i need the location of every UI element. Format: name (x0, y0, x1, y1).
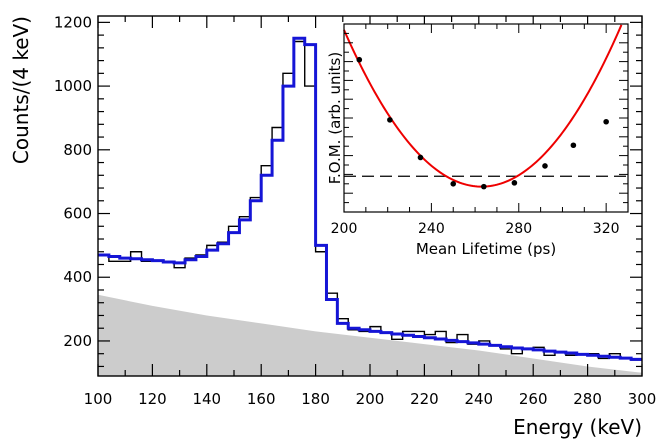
y-tick-label: 200 (63, 332, 92, 350)
main-series-layer (98, 36, 642, 361)
y-tick-label: 800 (63, 141, 92, 159)
x-tick-label: 280 (573, 390, 602, 408)
inset-x-tick-label: 280 (505, 221, 532, 237)
inset-x-tick-label: 320 (593, 221, 620, 237)
fom-data-point (511, 180, 518, 186)
inset-x-tick-label: 240 (418, 221, 445, 237)
main-y-ticks: 200 400 600 800 1000 1200 (54, 13, 642, 368)
x-tick-label: 100 (84, 390, 113, 408)
x-tick-label: 160 (247, 390, 276, 408)
inset-series-layer (343, 24, 628, 190)
x-axis-title: Energy (keV) (513, 415, 642, 439)
x-tick-label: 140 (192, 390, 221, 408)
inset-x-tick-label: 200 (331, 221, 358, 237)
background-fill-layer (98, 294, 642, 376)
fit-curve-blue (98, 36, 642, 361)
inset-chart: 200 240 280 320 Mean Lifetime (ps) F.O.M. (… (326, 23, 629, 258)
y-tick-label: 400 (63, 268, 92, 286)
fom-data-point (481, 183, 487, 190)
main-x-ticks: 100 120 140 160 180 200 220 240 260 280 300 (84, 16, 657, 408)
y-tick-label: 600 (63, 205, 92, 223)
y-tick-label: 1200 (54, 13, 92, 31)
inset-x-ticks: 200 240 280 320 (331, 24, 629, 237)
fom-data-point (603, 118, 609, 125)
inset-background (344, 24, 628, 212)
inset-y-axis-title: F.O.M. (arb. units) (326, 52, 344, 184)
main-chart: 100 120 140 160 180 200 220 240 260 280 300 200 400… (9, 13, 656, 439)
x-tick-label: 220 (410, 390, 439, 408)
y-axis-title: Counts/(4 keV) (9, 16, 33, 164)
x-tick-label: 180 (301, 390, 330, 408)
x-tick-label: 260 (519, 390, 548, 408)
x-tick-label: 240 (464, 390, 493, 408)
data-histogram (98, 40, 642, 361)
y-tick-label: 1000 (54, 77, 92, 95)
inset-y-ticks (344, 23, 628, 213)
x-tick-label: 300 (628, 390, 657, 408)
fom-data-point (356, 56, 363, 63)
fom-data-point (542, 163, 548, 169)
background-component-area (98, 294, 642, 376)
fom-data-point (387, 117, 393, 123)
x-tick-label: 120 (138, 390, 167, 408)
inset-x-axis-title: Mean Lifetime (ps) (416, 240, 556, 258)
x-tick-label: 200 (356, 390, 385, 408)
fom-data-point (570, 142, 577, 149)
fom-data-point (417, 154, 424, 161)
fom-data-point (450, 181, 457, 187)
